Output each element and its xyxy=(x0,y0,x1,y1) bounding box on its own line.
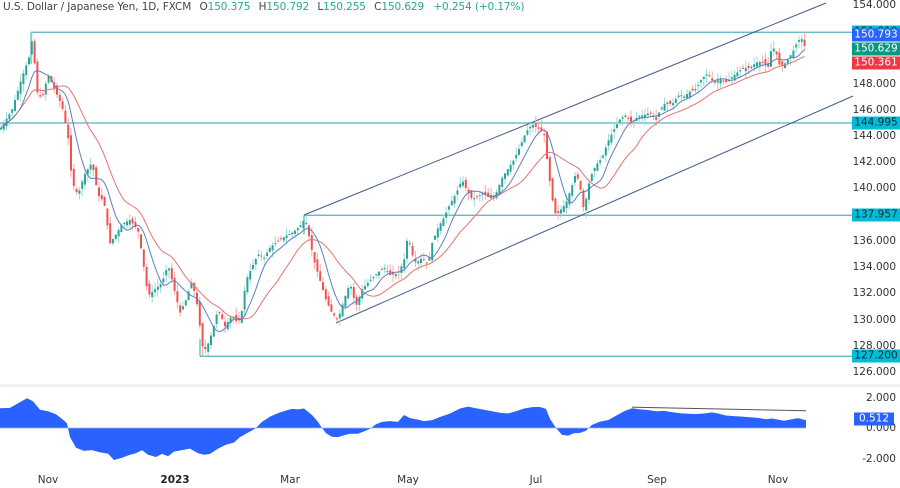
oscillator-tick: 2.000 xyxy=(865,391,896,404)
price-tick: 128.000 xyxy=(852,339,896,352)
oscillator-value-tag: 0.512 xyxy=(854,412,894,426)
close-value: 150.629 xyxy=(381,1,425,13)
oscillator-tick: -2.000 xyxy=(862,452,896,465)
time-tick-may: May xyxy=(397,474,419,486)
price-tag-144995: 144.995 xyxy=(852,116,900,130)
price-tag-150793: 150.793 xyxy=(852,28,900,42)
channel-lower-line xyxy=(335,95,854,324)
price-tag-150629: 150.629 xyxy=(852,42,900,56)
time-tick-jul: Jul xyxy=(529,474,543,486)
high-value: 150.792 xyxy=(266,1,310,13)
low-label: L xyxy=(317,1,324,13)
moving-average-slow xyxy=(0,56,805,320)
moving-average-fast xyxy=(0,49,805,333)
price-tag-137957: 137.957 xyxy=(852,208,900,222)
open-label: O xyxy=(199,1,208,13)
time-tick-2023: 2023 xyxy=(160,474,190,486)
symbol-title: U.S. Dollar / Japanese Yen, 1D, FXCM xyxy=(3,1,192,13)
price-tick: 134.000 xyxy=(852,261,896,274)
price-tick: 146.000 xyxy=(852,103,896,116)
channel-upper-line xyxy=(303,2,827,216)
low-value: 150.255 xyxy=(323,1,366,13)
price-tick: 140.000 xyxy=(852,182,896,195)
high-label: H xyxy=(258,1,267,13)
candles xyxy=(0,32,806,357)
time-tick-sep: Sep xyxy=(647,474,667,486)
time-tick-nov: Nov xyxy=(767,474,789,486)
time-tick-mar: Mar xyxy=(280,474,300,486)
symbol-legend: U.S. Dollar / Japanese Yen, 1D, FXCM O15… xyxy=(3,1,524,13)
price-tag-150361: 150.361 xyxy=(852,56,900,70)
oscillator-area xyxy=(0,398,806,460)
price-tick: 132.000 xyxy=(852,287,896,300)
price-tick: 126.000 xyxy=(852,365,896,378)
price-tick: 148.000 xyxy=(852,77,896,90)
divergence-line xyxy=(631,406,807,412)
price-tick: 130.000 xyxy=(852,313,896,326)
open-value: 150.375 xyxy=(207,1,251,13)
pane-separator xyxy=(0,384,900,387)
price-tick: 144.000 xyxy=(852,130,896,143)
time-tick-nov: Nov xyxy=(37,474,59,486)
price-tick: 154.000 xyxy=(852,0,896,11)
price-tag-127200: 127.200 xyxy=(852,349,900,363)
change-value: +0.254 (+0.17%) xyxy=(433,1,525,13)
price-tick: 142.000 xyxy=(852,156,896,169)
close-label: C xyxy=(374,1,382,13)
price-tick: 136.000 xyxy=(852,234,896,247)
